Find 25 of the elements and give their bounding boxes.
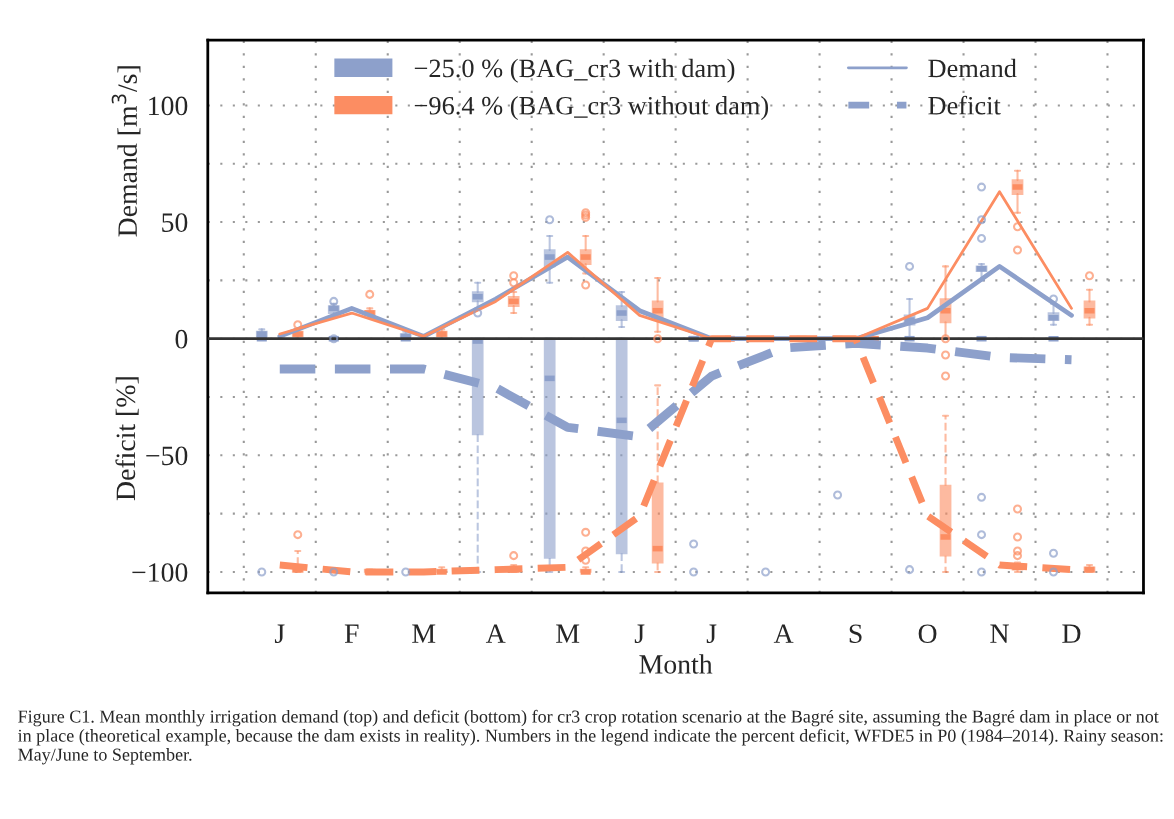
y-tick-label: −100 [132, 563, 188, 582]
y-tick-label: 0 [175, 329, 188, 349]
x-tick-label: D [1062, 624, 1081, 643]
text: Demand [m$^{3}$/s] [111, 66, 141, 237]
legend-label: Deficit [928, 95, 1001, 115]
x-tick-label: A [485, 624, 506, 643]
y-tick-label: 100 [149, 96, 188, 116]
x-tick-label: M [412, 624, 436, 643]
x-tick-label: J [274, 624, 285, 644]
legend-label: −96.4 % (BAG_cr3 without dam) [414, 96, 769, 120]
x-tick-label: J [706, 624, 717, 644]
x-tick-label: N [990, 624, 1009, 643]
x-tick-label: M [556, 624, 580, 643]
y-tick-label: 50 [162, 213, 188, 232]
y-tick-label: −50 [146, 446, 188, 466]
caption: Figure C1. Mean monthly irrigation demand (top) and deficit (bottom) for cr3 crop rotation scenario at the Bagré site, assuming the Bagré dam in place or not in place (theoretical example, because the dam exists in reality). Numbers in the legend indicate the percent deficit, WFDE5 in P0 (1984–2014). Rainy season: May/June to September. [17, 709, 1163, 765]
x-tick-label: J [634, 624, 645, 644]
legend-label: Demand [928, 58, 1017, 78]
x-tick-label: S [849, 624, 862, 644]
text: Deficit [%] [115, 377, 139, 501]
x-tick-label: A [773, 624, 794, 643]
x-tick-label: O [918, 624, 937, 644]
legend-label: −25.0 % (BAG_cr3 with dam) [414, 58, 735, 83]
x-tick-label: F [344, 624, 359, 643]
x-axis-title: Month [639, 654, 713, 674]
